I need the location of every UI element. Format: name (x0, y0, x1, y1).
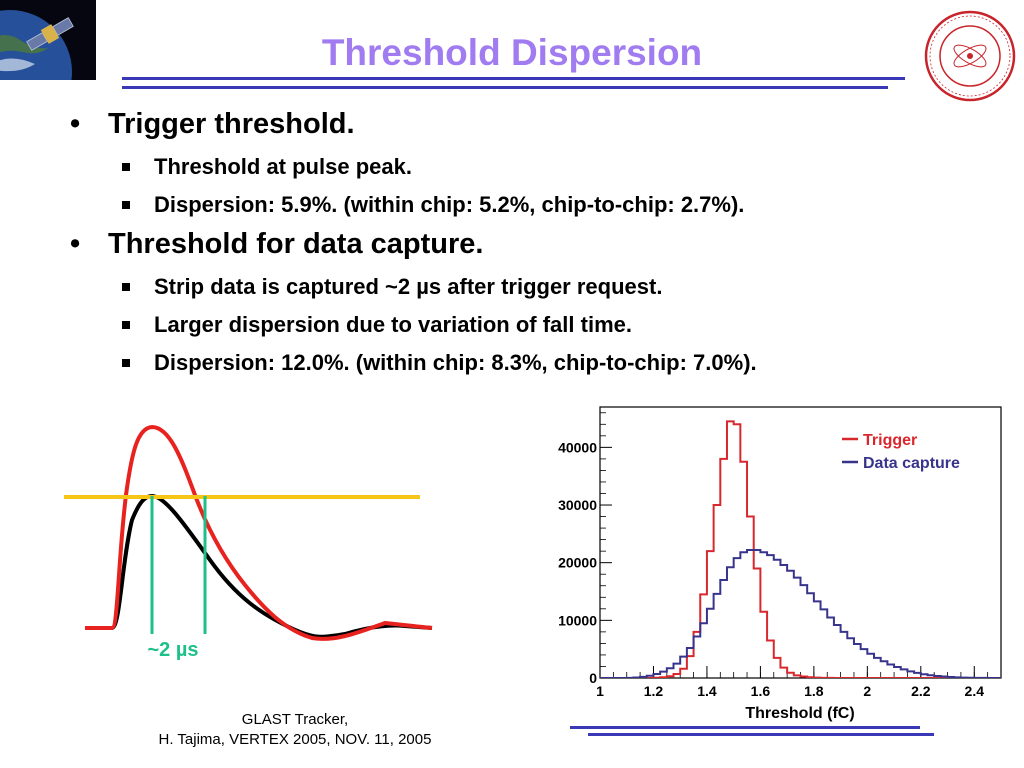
square-bullet-icon (122, 359, 130, 367)
x-tick-label: 1.4 (697, 683, 717, 699)
x-tick-label: 2 (863, 683, 871, 699)
x-tick-label: 1.8 (804, 683, 824, 699)
plot-frame (599, 406, 1002, 679)
footer-line2: H. Tajima, VERTEX 2005, NOV. 11, 2005 (158, 731, 432, 748)
x-tick-label: 2.2 (911, 683, 931, 699)
bullet-dot: • (70, 228, 81, 260)
page-title: Threshold Dispersion (321, 32, 703, 73)
x-tick-label: 1.6 (751, 683, 771, 699)
square-bullet-icon (122, 283, 130, 291)
square-bullet-icon (122, 321, 130, 329)
sub-bullet-text: Threshold at pulse peak. (154, 154, 412, 179)
data-capture-histogram-line (600, 548, 1001, 678)
square-bullet-icon (122, 163, 130, 171)
y-tick-label: 40000 (558, 439, 597, 455)
y-tick-label: 20000 (558, 555, 597, 571)
bullet-text: Trigger threshold. (108, 108, 355, 140)
x-tick-label: 2.4 (965, 683, 985, 699)
sub-bullet-text: Strip data is captured ~2 µs after trigg… (154, 274, 663, 299)
trigger-histogram-line (600, 420, 1001, 678)
sub-bullet-text: Larger dispersion due to variation of fa… (154, 312, 632, 337)
title-rule-top (122, 77, 905, 80)
slac-seal-logo (924, 10, 1016, 102)
x-tick-label: 1 (596, 683, 604, 699)
delay-label: ~2 µs (147, 639, 198, 661)
pulse-shape-diagram: ~2 µs (64, 424, 433, 661)
title-rule-bottom (122, 86, 888, 89)
x-tick-label: 1.2 (644, 683, 664, 699)
y-axis: 0 10000 20000 30000 40000 (558, 412, 612, 686)
y-tick-label: 10000 (558, 612, 597, 628)
footer: GLAST Tracker, H. Tajima, VERTEX 2005, N… (130, 710, 460, 750)
legend-trigger-label: Trigger (863, 432, 917, 449)
bottom-rule-top (570, 726, 920, 729)
sub-bullet-text: Dispersion: 5.9%. (within chip: 5.2%, ch… (154, 192, 745, 217)
seal-icon (924, 10, 1016, 102)
x-axis: 1 1.2 1.4 1.6 1.8 2 2.2 2.4 (596, 666, 1002, 699)
y-tick-label: 0 (589, 670, 597, 686)
legend-capture-label: Data capture (863, 455, 960, 472)
legend: Trigger Data capture (842, 432, 960, 472)
x-axis-label: Threshold (fC) (745, 705, 854, 722)
footer-line1: GLAST Tracker, (241, 711, 349, 728)
bottom-rule-bottom (588, 733, 934, 736)
bullet-dot: • (70, 108, 81, 140)
capture-pulse-curve (85, 493, 433, 639)
y-tick-label: 30000 (558, 497, 597, 513)
sub-bullet-text: Dispersion: 12.0%. (within chip: 8.3%, c… (154, 350, 757, 375)
bullet-text: Threshold for data capture. (108, 228, 484, 260)
square-bullet-icon (122, 201, 130, 209)
threshold-histogram: 0 10000 20000 30000 40000 1 1.2 1.4 1.6 1.8 2 2.2 2… (558, 406, 1002, 722)
